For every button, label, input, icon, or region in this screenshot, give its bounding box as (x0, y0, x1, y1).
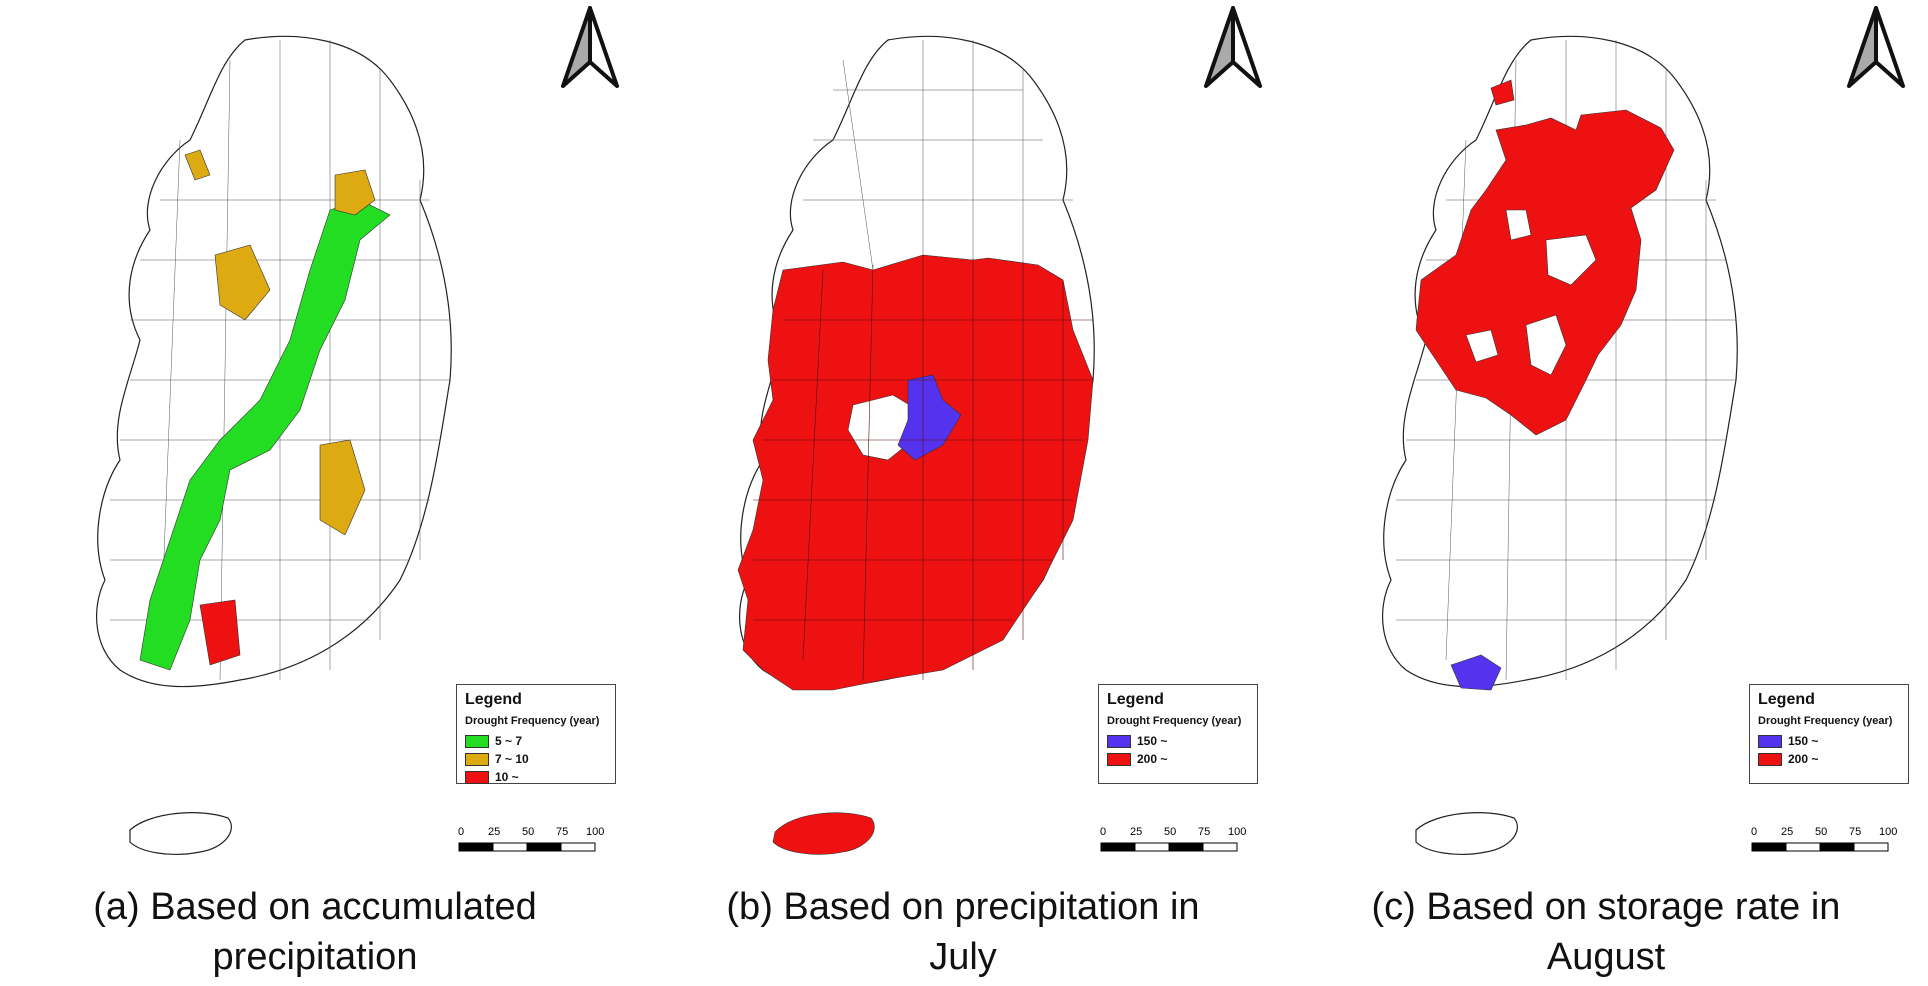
panel-c: Legend Drought Frequency (year) 150 ~ 20… (1286, 0, 1928, 986)
north-arrow-icon (1847, 6, 1905, 88)
legend-swatch (1107, 734, 1131, 748)
korea-map (95, 35, 452, 855)
scale-tick: 50 (1815, 826, 1827, 838)
legend-item: 10 ~ (465, 768, 607, 786)
panel-a: Legend Drought Frequency (year) 5 ~ 7 7 … (0, 0, 642, 986)
scale-bar: 0 25 50 75 100 km (458, 826, 608, 852)
legend-item: 150 ~ (1758, 732, 1900, 750)
legend-label: 150 ~ (1137, 734, 1168, 748)
scale-tick: 25 (1781, 826, 1793, 838)
scale-tick: 100 km (586, 826, 608, 838)
legend-title: Legend (465, 691, 522, 708)
jeju-island (1415, 812, 1518, 855)
district-borders (753, 255, 1093, 681)
legend: Legend Drought Frequency (year) 150 ~ 20… (1749, 684, 1909, 784)
legend-subtitle: Drought Frequency (year) (465, 715, 600, 727)
scale-tick: 0 (1751, 826, 1757, 838)
north-arrow-icon (1204, 6, 1262, 88)
legend-item: 200 ~ (1758, 750, 1900, 768)
drought-regions (139, 149, 391, 671)
korea-map (737, 35, 1095, 855)
legend-item: 7 ~ 10 (465, 750, 607, 768)
legend-item: 150 ~ (1107, 732, 1249, 750)
legend-subtitle: Drought Frequency (year) (1107, 715, 1242, 727)
scale-tick: 75 (556, 826, 568, 838)
scale-tick: 50 (522, 826, 534, 838)
legend-label: 10 ~ (495, 770, 519, 784)
caption: (a) Based on accumulated precipitation (93, 886, 537, 978)
legend-label: 7 ~ 10 (495, 752, 529, 766)
north-arrow-icon (561, 6, 619, 88)
legend-title: Legend (1107, 691, 1164, 708)
drought-regions (1415, 79, 1675, 691)
legend-swatch (465, 752, 489, 766)
legend-item: 5 ~ 7 (465, 732, 607, 750)
legend-swatch (1107, 752, 1131, 766)
panel-b: Legend Drought Frequency (year) 150 ~ 20… (643, 0, 1285, 986)
legend-label: 200 ~ (1137, 752, 1168, 766)
scale-tick: 25 (488, 826, 500, 838)
legend-subtitle: Drought Frequency (year) (1758, 715, 1893, 727)
legend-item: 200 ~ (1107, 750, 1249, 768)
scale-tick: 25 (1130, 826, 1142, 838)
scale-tick: 0 (458, 826, 464, 838)
legend-title: Legend (1758, 691, 1815, 708)
scale-tick: 50 (1164, 826, 1176, 838)
scale-tick: 100 km (1879, 826, 1901, 838)
scale-bar: 0 25 50 75 100 km (1751, 826, 1901, 852)
legend-swatch (1758, 752, 1782, 766)
legend: Legend Drought Frequency (year) 150 ~ 20… (1098, 684, 1258, 784)
drought-regions (737, 254, 1094, 855)
legend-swatch (465, 734, 489, 748)
scale-tick: 100 km (1228, 826, 1250, 838)
legend-swatch (465, 770, 489, 784)
caption: (b) Based on precipitation in July (726, 886, 1200, 978)
legend: Legend Drought Frequency (year) 5 ~ 7 7 … (456, 684, 616, 784)
legend-label: 200 ~ (1788, 752, 1819, 766)
korea-map (1381, 35, 1738, 855)
caption: (c) Based on storage rate in August (1371, 886, 1841, 978)
scale-bar: 0 25 50 75 100 km (1100, 826, 1250, 852)
legend-swatch (1758, 734, 1782, 748)
jeju-island (129, 812, 232, 855)
legend-label: 150 ~ (1788, 734, 1819, 748)
scale-tick: 75 (1198, 826, 1210, 838)
legend-label: 5 ~ 7 (495, 734, 523, 748)
mainland-outline (95, 35, 452, 688)
district-borders (803, 40, 1073, 271)
scale-tick: 75 (1849, 826, 1861, 838)
scale-tick: 0 (1100, 826, 1106, 838)
